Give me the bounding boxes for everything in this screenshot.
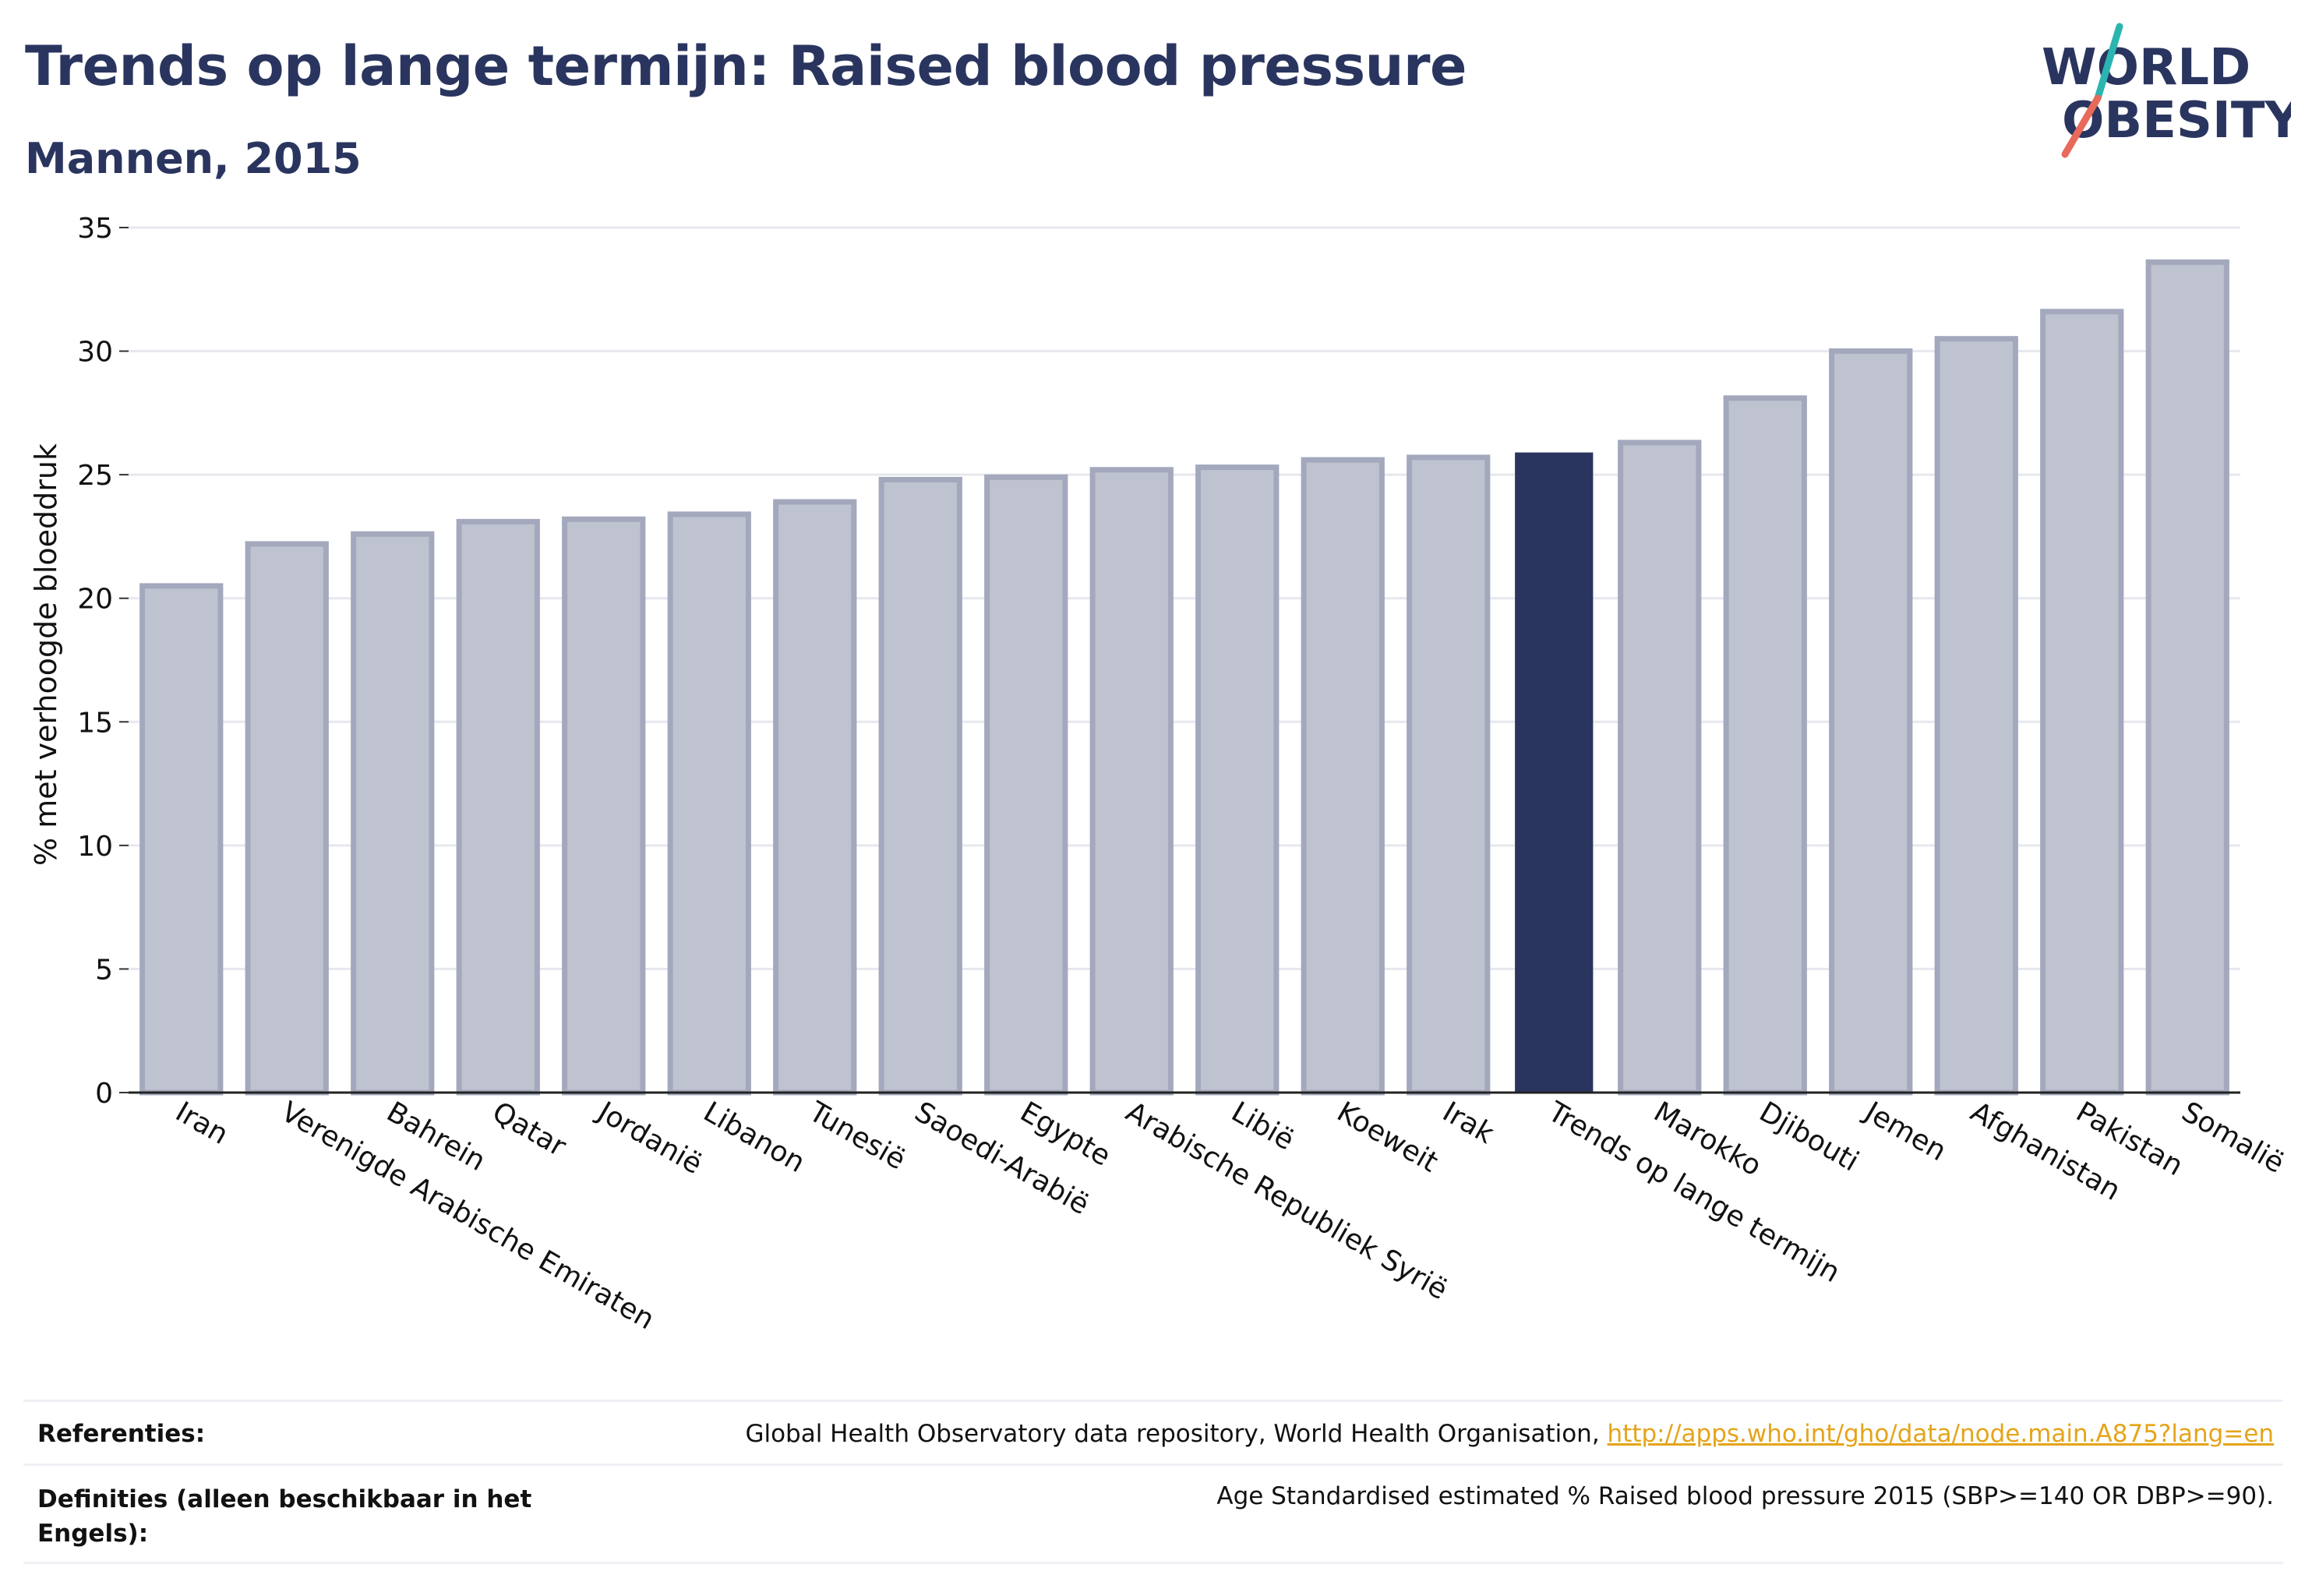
x-tick-label: Libanon [698,1096,810,1179]
x-tick-label: Jemen [1858,1095,1952,1167]
bar [1195,464,1280,1096]
x-tick-label: Koeweit [1332,1096,1443,1178]
bar [1934,336,2018,1096]
logo-line2: OBESITY [2062,92,2291,150]
bar [1829,348,1913,1096]
bar [878,476,962,1096]
definitions-label: Definities (alleen beschikbaar in het En… [37,1485,532,1548]
y-tick-label: 0 [95,1078,113,1110]
bar [456,518,540,1096]
footer-divider-middle [23,1464,2283,1466]
y-axis-label: % met verhoogde bloeddruk [29,443,63,866]
bar [1089,467,1174,1096]
bars [139,259,2229,1096]
bar [562,516,646,1096]
definitions-row: Definities (alleen beschikbaar in het En… [23,1482,2283,1560]
x-tick-label: Saoedi-Arabië [909,1096,1095,1221]
bar-highlight [1515,452,1594,1093]
bar [351,531,435,1096]
bar [2145,259,2229,1096]
bar [245,541,329,1096]
logo-coral-slash [2061,94,2102,158]
chart-subtitle: Mannen, 2015 [25,134,362,183]
x-tick-label: Tunesië [803,1096,910,1177]
x-tick-label: Qatar [487,1096,571,1163]
logo-teal-slash [2094,23,2123,102]
y-tick-label: 30 [77,337,113,369]
y-tick-label: 5 [95,954,113,986]
bar [667,511,751,1096]
bar [1723,395,1807,1096]
y-tick-label: 15 [77,707,113,739]
bar [1301,457,1385,1096]
footer-divider-top [23,1400,2283,1402]
x-tick-label: Irak [1437,1096,1499,1150]
x-tick-label: Verenigde Arabische Emiraten [276,1096,660,1336]
definitions-value: Age Standardised estimated % Raised bloo… [1216,1482,2274,1510]
x-tick-label: Libië [1226,1096,1299,1156]
bar [139,583,224,1096]
y-tick-label: 25 [77,460,113,492]
bar [2040,309,2124,1096]
x-tick-label: Iran [170,1096,233,1151]
x-tick-label: Jordanië [591,1095,708,1181]
references-text: Global Health Observatory data repositor… [745,1420,1608,1448]
y-tick-label: 35 [77,213,113,245]
references-row: Referenties: Global Health Observatory d… [23,1420,2283,1459]
footer-divider-bottom [23,1562,2283,1564]
bar [1407,454,1491,1096]
chart-title: Trends op lange termijn: Raised blood pr… [25,34,1467,98]
grid-lines [129,226,2240,970]
y-tick-label: 20 [77,584,113,616]
x-tick-label: Somalië [2176,1096,2289,1180]
bar-chart: 0 5 10 15 20 25 30 35 Iran Verenigde Arabische Em… [29,213,2289,1336]
bar [773,499,857,1096]
references-value: Global Health Observatory data repositor… [745,1420,2274,1448]
bar [984,474,1068,1096]
references-link[interactable]: http://apps.who.int/gho/data/node.main.A… [1607,1420,2274,1448]
x-tick-label: Djibouti [1754,1096,1864,1178]
logo-line1: WORLD [2042,39,2250,97]
y-tick-label: 10 [77,831,113,863]
bar [1618,440,1702,1096]
world-obesity-logo: WORLD OBESITY [2042,23,2291,158]
references-label: Referenties: [37,1420,206,1448]
